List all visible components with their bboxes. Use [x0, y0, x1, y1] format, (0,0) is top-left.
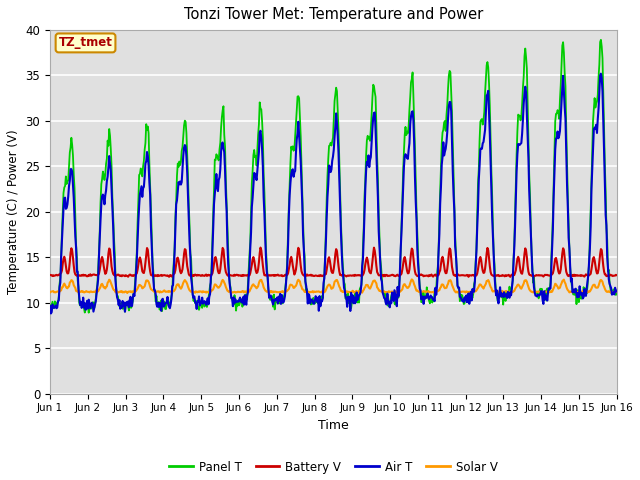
Text: TZ_tmet: TZ_tmet	[59, 36, 113, 49]
X-axis label: Time: Time	[318, 419, 349, 432]
Legend: Panel T, Battery V, Air T, Solar V: Panel T, Battery V, Air T, Solar V	[164, 456, 502, 478]
Title: Tonzi Tower Met: Temperature and Power: Tonzi Tower Met: Temperature and Power	[184, 7, 483, 22]
Y-axis label: Temperature (C) / Power (V): Temperature (C) / Power (V)	[7, 130, 20, 294]
